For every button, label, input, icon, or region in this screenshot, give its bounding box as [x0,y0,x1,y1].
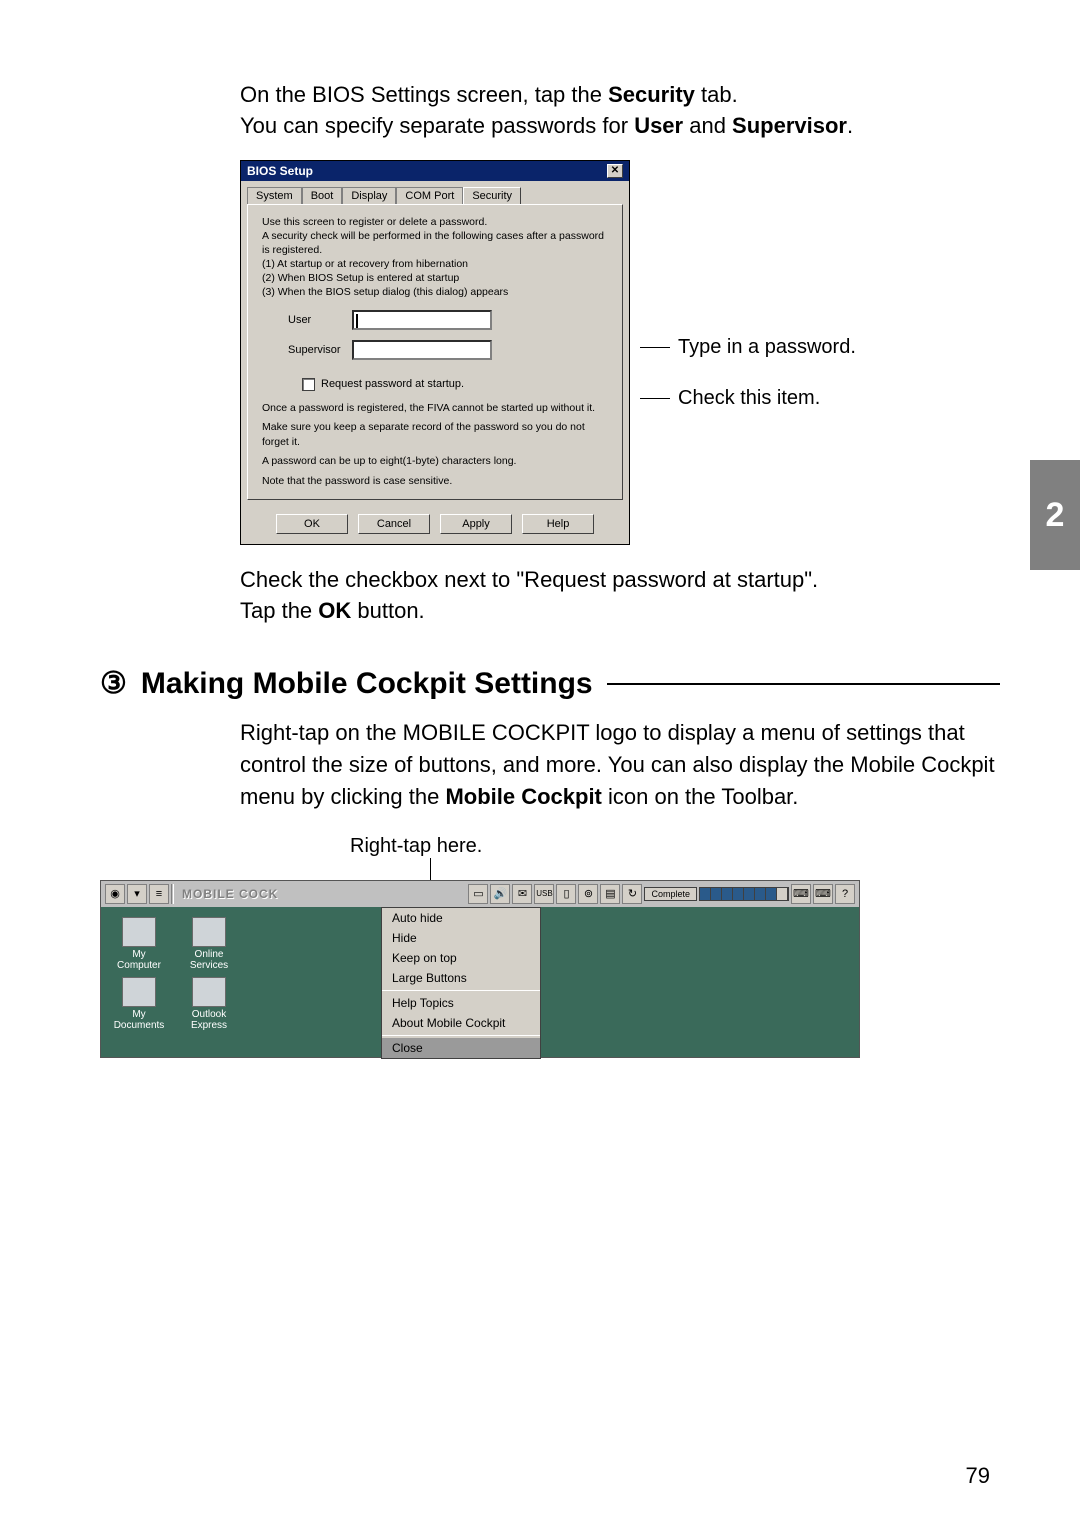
toolbar-separator [171,884,174,904]
online-services-icon[interactable]: Online Services [179,917,239,971]
post-line2c: button. [351,598,424,623]
bios-desc-3: (1) At startup or at recovery from hiber… [262,257,608,271]
bios-warn-3: A password can be up to eight(1-byte) ch… [262,454,608,469]
heading-rule [607,683,1000,685]
section-heading: ③ Making Mobile Cockpit Settings [100,666,1000,701]
toolbar-kbd1-icon[interactable]: ⌨ [791,884,811,904]
toolbar-help-icon[interactable]: ? [835,884,855,904]
context-menu: Auto hide Hide Keep on top Large Buttons… [381,907,541,1059]
menu-hide[interactable]: Hide [382,928,540,948]
heading-text: Making Mobile Cockpit Settings [141,667,593,701]
page-content: On the BIOS Settings screen, tap the Sec… [0,0,1080,1098]
toolbar-display-icon[interactable]: ▯ [556,884,576,904]
post-dialog-text: Check the checkbox next to "Request pass… [240,565,1000,627]
desktop-icons: My Computer Online Services My Documents… [109,917,239,1031]
toolbar-mail-icon[interactable]: ✉ [512,884,532,904]
intro-line2d: Supervisor [732,113,847,138]
toolbar-rotate-icon[interactable]: ↻ [622,884,642,904]
heading-number-icon: ③ [100,666,127,701]
cancel-button[interactable]: Cancel [358,514,430,534]
complete-button[interactable]: Complete [644,887,697,901]
bios-tabs: System Boot Display COM Port Security [241,181,629,204]
toolbar-usb-icon[interactable]: USB [534,884,554,904]
outlook-express-icon[interactable]: Outlook Express [179,977,239,1031]
section-p1b: Mobile Cockpit [445,784,601,809]
menu-auto-hide[interactable]: Auto hide [382,908,540,928]
menu-separator-2 [382,1035,540,1036]
tab-display[interactable]: Display [342,187,396,204]
intro-line1c: tab. [695,82,738,107]
bios-warn-4: Note that the password is case sensitive… [262,474,608,489]
annotation-check-item: Check this item. [678,387,820,410]
mobile-cockpit-toolbar: ◉ ▾ ≡ MOBILE COCK ▭ 🔊 ✉ USB ▯ ⊚ ▤ ↻ Comp… [101,881,859,907]
bios-desc-1: Use this screen to register or delete a … [262,215,608,229]
toolbar-icon-2[interactable]: ▾ [127,884,147,904]
desktop-screenshot: ◉ ▾ ≡ MOBILE COCK ▭ 🔊 ✉ USB ▯ ⊚ ▤ ↻ Comp… [100,880,860,1058]
bios-button-row: OK Cancel Apply Help [241,506,629,544]
mobile-cockpit-logo[interactable]: MOBILE COCK [176,887,284,901]
help-button[interactable]: Help [522,514,594,534]
user-label: User [262,314,352,326]
intro-line1a: On the BIOS Settings screen, tap the [240,82,608,107]
menu-help-topics[interactable]: Help Topics [382,993,540,1013]
bios-desc-2: A security check will be performed in th… [262,229,608,257]
my-computer-icon[interactable]: My Computer [109,917,169,971]
intro-line2c: and [683,113,732,138]
toolbar-sound-icon[interactable]: 🔊 [490,884,510,904]
right-tap-label: Right-tap here. [350,835,1000,858]
tab-system[interactable]: System [247,187,302,204]
bios-desc-4: (2) When BIOS Setup is entered at startu… [262,271,608,285]
menu-large-buttons[interactable]: Large Buttons [382,968,540,988]
menu-separator-1 [382,990,540,991]
bios-setup-dialog: BIOS Setup ✕ System Boot Display COM Por… [240,160,630,545]
toolbar-wifi-icon[interactable]: ⊚ [578,884,598,904]
tab-comport[interactable]: COM Port [396,187,463,204]
supervisor-label: Supervisor [262,344,352,356]
section-p1c: icon on the Toolbar. [602,784,799,809]
ok-button[interactable]: OK [276,514,348,534]
toolbar-kbd2-icon[interactable]: ⌨ [813,884,833,904]
toolbar-icon-3[interactable]: ≡ [149,884,169,904]
intro-line1b: Security [608,82,695,107]
intro-line2e: . [847,113,853,138]
apply-button[interactable]: Apply [440,514,512,534]
request-password-checkbox[interactable] [302,378,315,391]
bios-title-text: BIOS Setup [247,164,607,178]
my-documents-icon[interactable]: My Documents [109,977,169,1031]
section-body: Right-tap on the MOBILE COCKPIT logo to … [240,717,1000,813]
post-line2a: Tap the [240,598,318,623]
tab-security[interactable]: Security [463,187,521,204]
menu-close[interactable]: Close [382,1038,540,1058]
tab-boot[interactable]: Boot [302,187,343,204]
toolbar-icon-1[interactable]: ◉ [105,884,125,904]
menu-about[interactable]: About Mobile Cockpit [382,1013,540,1033]
annotation-type-password: Type in a password. [678,336,856,359]
toolbar-battery-icon[interactable]: ▭ [468,884,488,904]
tap-pointer-line [430,858,431,880]
bios-warn-2: Make sure you keep a separate record of … [262,420,608,450]
bios-titlebar: BIOS Setup ✕ [241,161,629,181]
page-number: 79 [966,1463,990,1489]
request-password-label: Request password at startup. [321,378,464,390]
post-line1: Check the checkbox next to "Request pass… [240,565,1000,596]
desktop-body: My Computer Online Services My Documents… [101,907,859,1057]
post-line2b: OK [318,598,351,623]
bios-tab-body: Use this screen to register or delete a … [247,204,623,500]
menu-keep-on-top[interactable]: Keep on top [382,948,540,968]
bios-desc-5: (3) When the BIOS setup dialog (this dia… [262,285,608,299]
intro-line2a: You can specify separate passwords for [240,113,634,138]
progress-bar [699,887,789,901]
user-password-input[interactable] [352,310,492,330]
intro-text: On the BIOS Settings screen, tap the Sec… [240,80,1000,142]
toolbar-card-icon[interactable]: ▤ [600,884,620,904]
bios-warn-1: Once a password is registered, the FIVA … [262,401,608,416]
intro-line2b: User [634,113,683,138]
supervisor-password-input[interactable] [352,340,492,360]
close-icon[interactable]: ✕ [607,164,623,178]
chapter-tab: 2 [1030,460,1080,570]
